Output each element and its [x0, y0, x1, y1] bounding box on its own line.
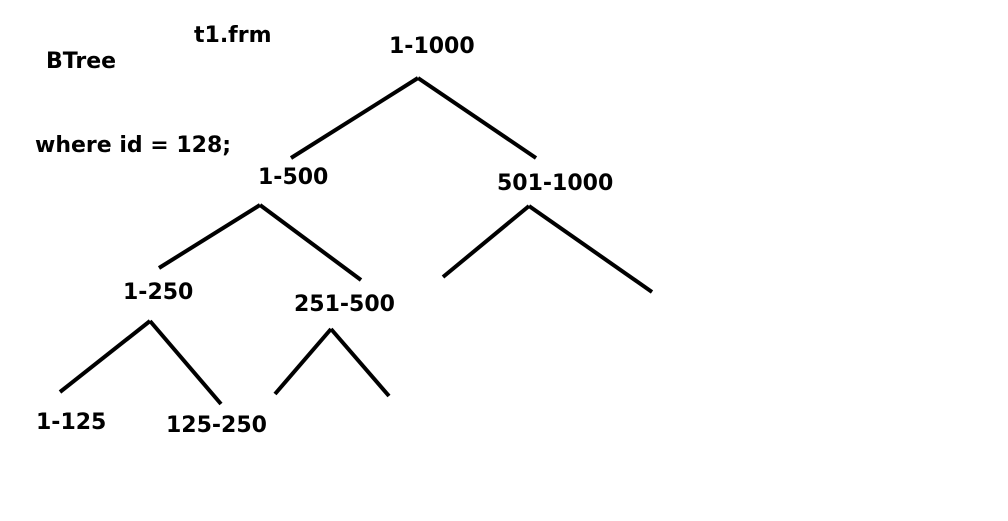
node-left-child: 1-500: [258, 165, 329, 190]
node-leaf-b: 125-250: [166, 413, 267, 438]
edge-root-left: [289, 76, 420, 160]
node-left-left: 1-250: [123, 280, 194, 305]
edge-250-left: [58, 319, 152, 394]
node-left-right: 251-500: [294, 292, 395, 317]
structure-label: BTree: [46, 49, 117, 74]
edge-500-right: [258, 203, 363, 282]
file-name-label: t1.frm: [194, 23, 272, 48]
edge-1000-right: [527, 204, 654, 294]
node-root: 1-1000: [389, 34, 475, 59]
edge-1000-left: [441, 204, 531, 279]
edge-251-right: [329, 327, 391, 398]
edge-500-left: [157, 203, 262, 270]
edge-root-right: [416, 76, 538, 160]
edge-250-right: [148, 319, 223, 406]
node-right-child: 501-1000: [497, 171, 614, 196]
node-leaf-a: 1-125: [36, 410, 107, 435]
query-label: where id = 128;: [35, 133, 232, 158]
edge-251-left: [273, 327, 333, 396]
